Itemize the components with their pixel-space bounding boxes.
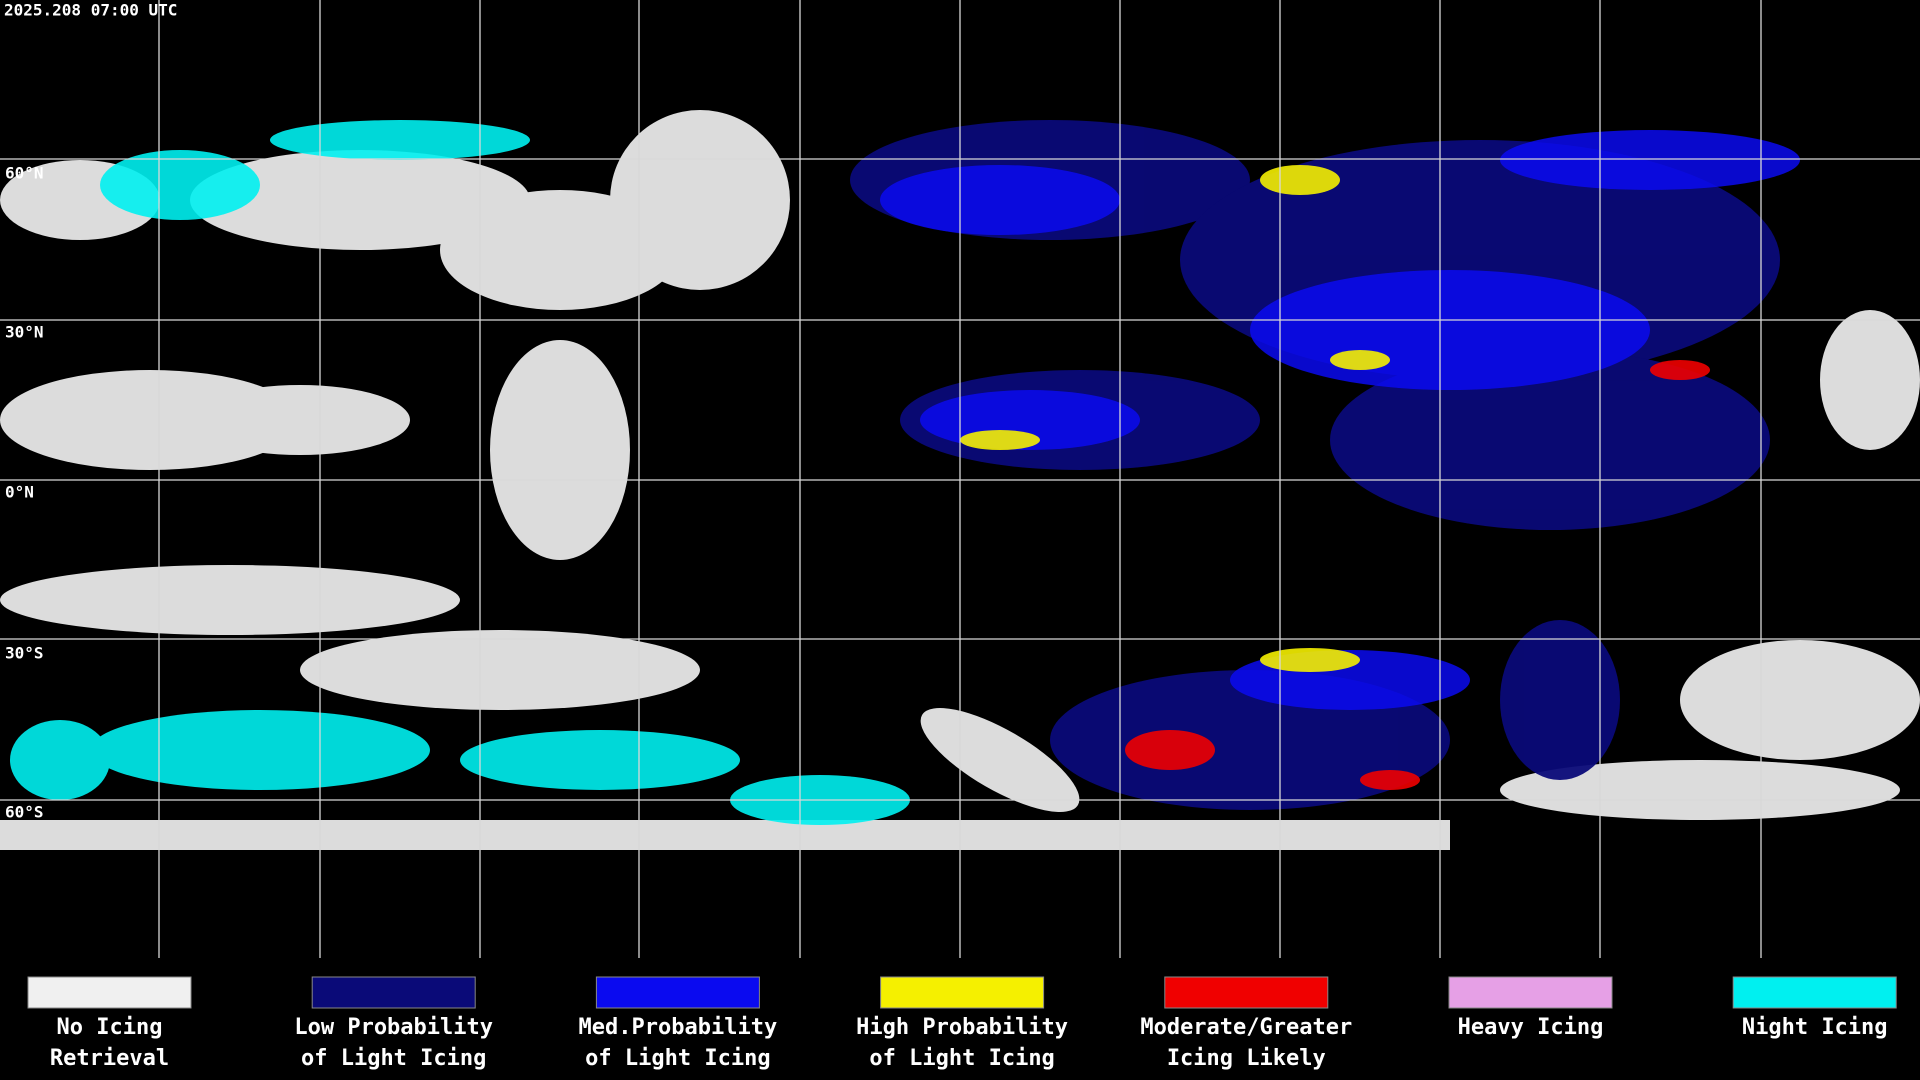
legend-swatch [1164, 976, 1329, 1009]
legend-label: Moderate/Greater [1140, 1015, 1352, 1040]
timestamp: 2025.208 07:00 UTC [4, 1, 177, 20]
legend-swatch [1732, 976, 1897, 1009]
legend-label: of Light Icing [301, 1046, 486, 1071]
latitude-label: 60°S [5, 803, 44, 822]
latitude-label: 0°N [5, 483, 34, 502]
legend-swatch [595, 976, 760, 1009]
legend-swatch [311, 976, 476, 1009]
latitude-label: 60°N [5, 164, 44, 183]
latitude-label: 30°N [5, 323, 44, 342]
legend-label: Icing Likely [1167, 1046, 1326, 1071]
legend-label: of Light Icing [585, 1046, 770, 1071]
legend-label: Retrieval [50, 1046, 169, 1071]
legend-label: Low Probability [294, 1015, 493, 1040]
legend-label: Heavy Icing [1458, 1015, 1604, 1040]
graticule [0, 0, 1920, 958]
legend-label: No Icing [57, 1015, 163, 1040]
legend-swatch [27, 976, 192, 1009]
imagery [0, 110, 1920, 850]
legend-swatch [1448, 976, 1613, 1009]
legend-label: of Light Icing [869, 1046, 1054, 1071]
legend-label: Med.Probability [579, 1015, 778, 1040]
legend-label: High Probability [856, 1015, 1068, 1040]
legend-label: Night Icing [1742, 1015, 1888, 1040]
legend-swatch [880, 976, 1045, 1009]
latitude-label: 30°S [5, 644, 44, 663]
